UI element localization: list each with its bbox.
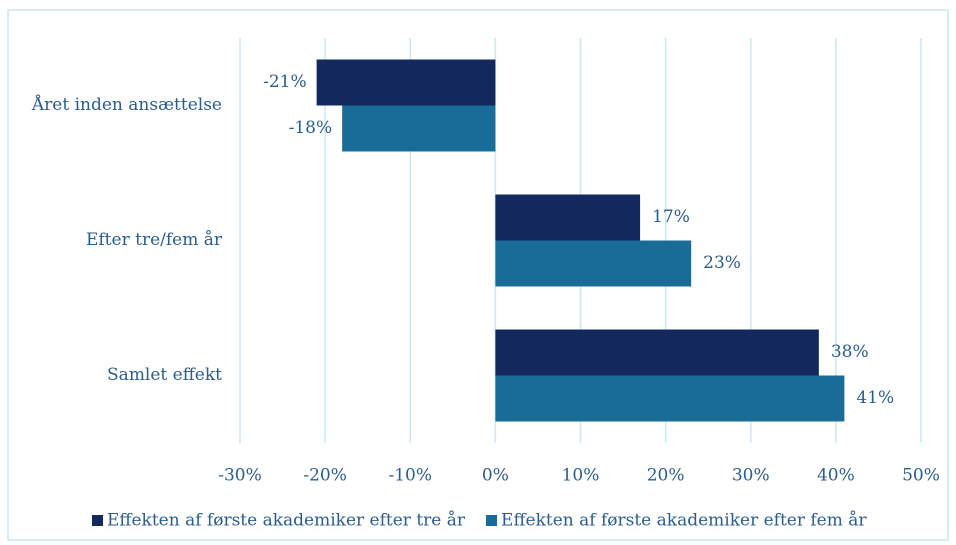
bar — [495, 375, 845, 422]
x-tick-label: 50% — [902, 466, 940, 486]
x-tick-label: 30% — [732, 466, 770, 486]
data-label: 38% — [831, 342, 869, 362]
bar — [316, 59, 496, 106]
data-label: -18% — [289, 118, 333, 138]
bar — [495, 329, 819, 376]
x-tick-label: -10% — [388, 466, 432, 486]
bar — [495, 194, 641, 241]
x-tick-label: -20% — [303, 466, 347, 486]
bar — [495, 240, 692, 287]
data-label: 17% — [652, 207, 690, 227]
y-tick-label: Året inden ansættelse — [31, 94, 222, 115]
y-tick-label: Efter tre/fem år — [86, 230, 223, 250]
legend-swatch — [92, 515, 103, 526]
x-tick-label: 0% — [482, 466, 509, 486]
legend-label: Effekten af første akademiker efter tre … — [107, 511, 466, 531]
x-tick-label: -30% — [218, 466, 262, 486]
legend-swatch — [486, 515, 498, 526]
data-label: 41% — [856, 388, 894, 408]
data-label: -21% — [263, 72, 307, 92]
x-tick-label: 20% — [647, 466, 685, 486]
legend-label: Effekten af første akademiker efter fem … — [501, 511, 867, 531]
x-tick-label: 40% — [817, 466, 855, 486]
data-label: 23% — [703, 253, 741, 273]
x-tick-label: 10% — [562, 466, 600, 486]
y-tick-label: Samlet effekt — [107, 365, 222, 385]
bar — [342, 105, 496, 152]
